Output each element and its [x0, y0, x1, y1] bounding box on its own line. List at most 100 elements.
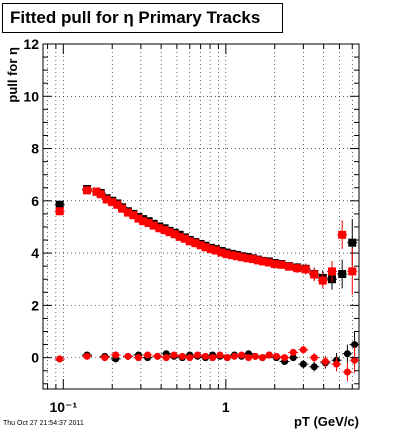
data-point [254, 256, 263, 265]
data-point [289, 348, 297, 356]
data-point [209, 354, 217, 362]
data-point [83, 186, 92, 195]
data-point [277, 260, 286, 269]
data-point [333, 360, 341, 368]
grid-lines [43, 43, 359, 389]
data-point [55, 207, 64, 216]
data-point [245, 354, 253, 362]
data-point [238, 351, 246, 359]
data-point [265, 351, 273, 359]
axis-ticks [43, 43, 359, 389]
data-point [251, 352, 259, 360]
data-point [348, 267, 357, 276]
y-tick-label: 8 [31, 141, 39, 157]
data-point [175, 232, 184, 241]
series-4 [54, 345, 360, 382]
data-point [102, 195, 111, 204]
data-point [185, 237, 194, 246]
chart-title: Fitted pull for η Primary Tracks [2, 3, 283, 33]
data-point [285, 262, 294, 271]
data-point [202, 352, 210, 360]
data-point [310, 354, 318, 362]
data-point [118, 204, 127, 213]
data-point [272, 352, 280, 360]
series-3 [54, 331, 360, 372]
x-tick-label: 10⁻¹ [49, 399, 77, 415]
data-point [243, 254, 252, 263]
data-point [343, 350, 351, 358]
data-point [108, 198, 117, 207]
data-point [289, 354, 297, 362]
data-point [55, 200, 64, 209]
data-point [201, 243, 210, 252]
data-point [134, 214, 143, 223]
data-point [101, 354, 109, 362]
data-point [134, 354, 142, 362]
data-point [258, 354, 266, 362]
data-point [223, 354, 231, 362]
data-point [343, 368, 351, 376]
data-point [149, 221, 158, 230]
data-point [92, 187, 101, 196]
data-point [327, 267, 336, 276]
data-point [232, 252, 241, 261]
data-point [227, 251, 236, 260]
data-point [338, 230, 347, 239]
data-point [112, 351, 120, 359]
y-tick-label: 12 [23, 36, 39, 52]
data-point [264, 258, 273, 267]
data-point [113, 200, 122, 209]
data-point [191, 239, 200, 248]
series-2 [54, 186, 358, 295]
y-axis-label: pull for η [5, 47, 20, 103]
data-point [96, 190, 105, 199]
data-point [180, 234, 189, 243]
data-point [206, 245, 215, 254]
data-point [259, 257, 268, 266]
timestamp: Thu Oct 27 21:54:37 2011 [3, 420, 84, 427]
data-point [281, 354, 289, 362]
data-point [238, 253, 247, 262]
x-axis-label: pT (GeV/c) [294, 414, 359, 429]
data-point [165, 228, 174, 237]
data-point [217, 248, 226, 257]
data-point [144, 351, 152, 359]
data-point [194, 351, 202, 359]
data-point [310, 363, 318, 371]
data-point [178, 352, 186, 360]
data-point [56, 355, 64, 363]
data-point [310, 270, 319, 279]
data-point [155, 224, 164, 233]
data-point [318, 276, 327, 285]
data-point [124, 352, 132, 360]
data-point [144, 219, 153, 228]
data-point [129, 211, 138, 220]
data-point [170, 230, 179, 239]
y-tick-label: 6 [31, 193, 39, 209]
data-point [249, 255, 258, 264]
data-point [230, 352, 238, 360]
plot-frame [42, 43, 360, 390]
y-tick-label: 4 [31, 245, 39, 261]
tick-labels: 0 2 4 6 8 10 12 10⁻¹ 1 [23, 36, 229, 415]
data-point [348, 238, 357, 247]
data-point [270, 260, 279, 269]
y-tick-label: 10 [23, 88, 39, 104]
data-point [299, 346, 307, 354]
data-point [299, 360, 307, 368]
data-point [139, 217, 148, 226]
data-point [196, 241, 205, 250]
data-point [162, 354, 170, 362]
data-marks [54, 185, 360, 382]
data-point [83, 352, 91, 360]
data-point [160, 226, 169, 235]
y-tick-label: 2 [31, 297, 39, 313]
data-point [216, 351, 224, 359]
data-point [293, 264, 302, 273]
data-point [170, 351, 178, 359]
data-point [301, 265, 310, 274]
data-point [123, 208, 132, 217]
data-point [351, 356, 359, 364]
y-tick-label: 0 [31, 350, 39, 366]
